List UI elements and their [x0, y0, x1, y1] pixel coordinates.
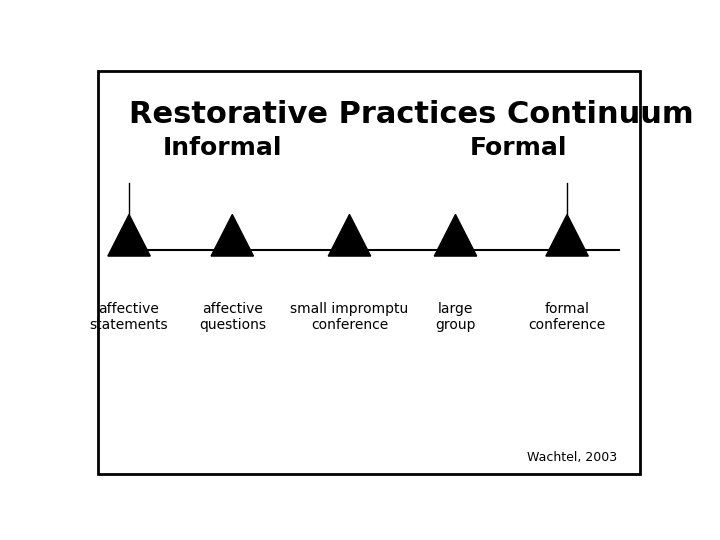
Text: large
group: large group: [435, 302, 476, 332]
Polygon shape: [211, 214, 253, 256]
Text: formal
conference: formal conference: [528, 302, 606, 332]
Polygon shape: [328, 214, 371, 256]
Text: affective
statements: affective statements: [90, 302, 168, 332]
Text: Formal: Formal: [469, 137, 567, 160]
Text: Wachtel, 2003: Wachtel, 2003: [527, 451, 617, 464]
Polygon shape: [108, 214, 150, 256]
Text: affective
questions: affective questions: [199, 302, 266, 332]
Text: Informal: Informal: [163, 137, 282, 160]
Text: Restorative Practices Continuum: Restorative Practices Continuum: [129, 100, 693, 129]
Polygon shape: [546, 214, 588, 256]
Text: small impromptu
conference: small impromptu conference: [290, 302, 408, 332]
Polygon shape: [434, 214, 477, 256]
